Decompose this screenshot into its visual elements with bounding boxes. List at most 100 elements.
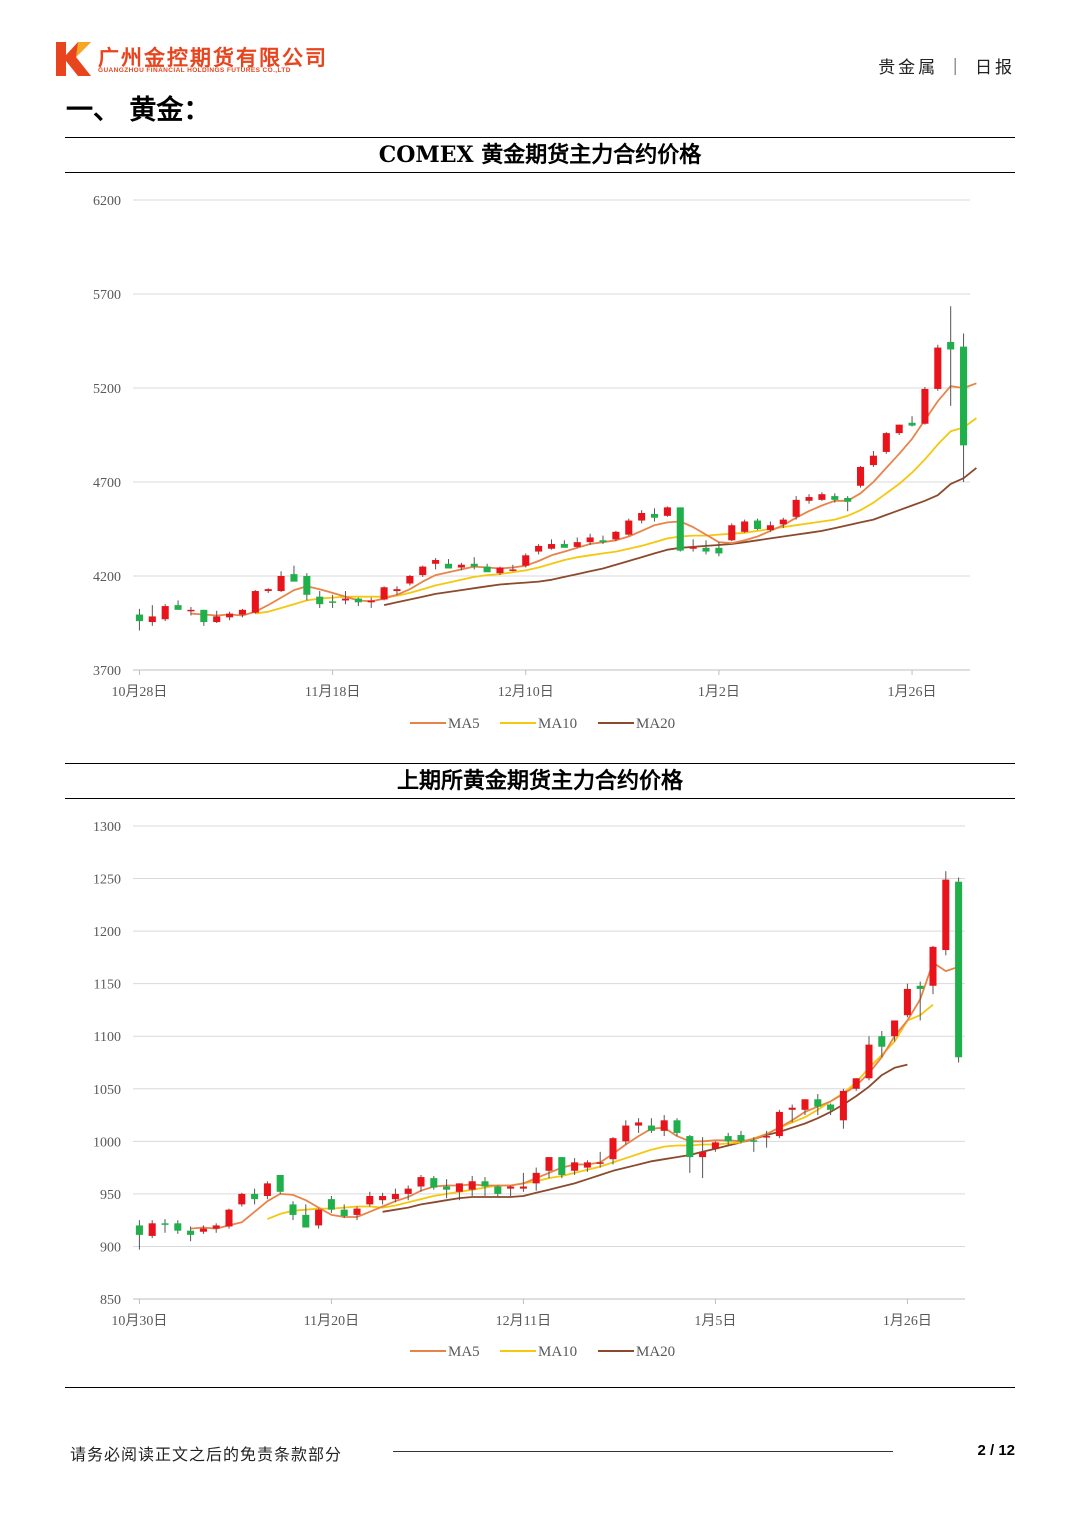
candle-body <box>277 576 285 592</box>
candle-body <box>908 422 916 426</box>
candle-body <box>878 1036 886 1047</box>
candle <box>573 537 581 548</box>
candle <box>724 1132 732 1146</box>
candle <box>586 533 594 545</box>
candle <box>955 877 963 1063</box>
x-tick-label: 1月26日 <box>888 684 937 700</box>
candle-body <box>483 566 491 573</box>
candle <box>276 1174 284 1194</box>
candle <box>535 544 543 555</box>
candle-body <box>417 1177 425 1187</box>
candle-body <box>686 1136 694 1158</box>
candle-body <box>715 547 723 554</box>
candle-body <box>801 1099 809 1110</box>
candle <box>327 1195 335 1213</box>
candle-body <box>406 576 414 584</box>
candle-body <box>455 1183 463 1192</box>
candle-body <box>404 1188 412 1194</box>
y-tick-label: 850 <box>100 1293 121 1308</box>
candle <box>481 1177 489 1196</box>
candle-body <box>673 1120 681 1133</box>
candle <box>663 506 671 517</box>
x-tick-label: 12月11日 <box>496 1313 551 1329</box>
report-category-tag: 贵金属 ｜ 日报 <box>878 58 1015 78</box>
candle <box>353 1206 361 1221</box>
candle-body <box>766 525 774 530</box>
candle-body <box>327 1199 335 1210</box>
candle <box>650 508 659 522</box>
candle-body <box>724 1136 732 1142</box>
candle-body <box>818 494 826 500</box>
candle <box>818 492 826 501</box>
candle-body <box>148 1223 156 1236</box>
candle <box>882 432 890 454</box>
candle-body <box>264 589 272 592</box>
x-tick-label: 10月30日 <box>111 1313 167 1329</box>
candle-body <box>638 513 646 521</box>
candle <box>545 1157 553 1179</box>
candle <box>468 1176 476 1196</box>
candle-body <box>187 1230 195 1235</box>
candle-body <box>148 616 156 623</box>
candle <box>522 553 530 568</box>
candle <box>547 539 556 550</box>
candle <box>599 535 607 545</box>
candle-body <box>676 507 684 551</box>
page-number: 2 / 12 <box>977 1442 1015 1459</box>
disclaimer-text: 请务必阅读正文之后的免责条款部分 <box>70 1445 343 1464</box>
candle-body <box>226 613 234 618</box>
candle <box>903 983 911 1018</box>
y-tick-label: 5700 <box>93 288 121 303</box>
candle <box>558 1157 566 1179</box>
candle <box>419 565 427 577</box>
candle-body <box>827 1104 835 1110</box>
candle <box>226 611 234 621</box>
y-tick-label: 1300 <box>93 820 121 835</box>
candle-body <box>882 433 890 452</box>
candle <box>379 1192 387 1205</box>
candle <box>251 1188 259 1205</box>
candle <box>625 518 633 536</box>
y-tick-label: 1100 <box>94 1030 121 1045</box>
candle-body <box>174 1223 182 1231</box>
candle <box>763 1130 771 1148</box>
candle <box>775 1109 783 1139</box>
candle-body <box>857 466 865 486</box>
candle-body <box>895 424 903 434</box>
candle <box>934 344 942 391</box>
candle-body <box>329 601 337 603</box>
candle-body <box>212 1225 220 1229</box>
candle <box>507 1185 515 1196</box>
candle-body <box>929 946 937 986</box>
candle <box>891 1020 899 1042</box>
chart-title-shfe: 上期所黄金期货主力合约价格 <box>65 763 1015 799</box>
candle-body <box>161 606 169 620</box>
legend-label: MA5 <box>448 716 480 732</box>
candle <box>174 600 182 610</box>
candle-body <box>955 881 963 1058</box>
candle-body <box>560 544 568 548</box>
candle <box>857 466 865 488</box>
candle-body <box>340 1209 348 1216</box>
candle-body <box>728 525 736 541</box>
candle-body <box>558 1157 566 1175</box>
page-header: 广州金控期货有限公司 GUANGZHOU FINANCIAL HOLDINGS … <box>0 0 1080 90</box>
candle <box>827 1103 835 1116</box>
candle-body <box>354 598 362 603</box>
x-tick-label: 11月18日 <box>305 684 360 700</box>
candle <box>212 1223 220 1233</box>
candle <box>737 1130 745 1144</box>
candle <box>315 1208 323 1229</box>
candle-body <box>419 566 427 576</box>
candle <box>417 1174 425 1192</box>
y-tick-label: 1150 <box>94 978 121 993</box>
candle-body <box>573 542 581 547</box>
candle <box>596 1151 604 1168</box>
candle-body <box>547 544 556 549</box>
candle <box>788 1104 796 1123</box>
candle <box>702 540 710 555</box>
candle <box>391 1188 399 1203</box>
candle <box>839 1088 847 1129</box>
candle-body <box>921 388 929 424</box>
candle <box>801 1099 809 1116</box>
